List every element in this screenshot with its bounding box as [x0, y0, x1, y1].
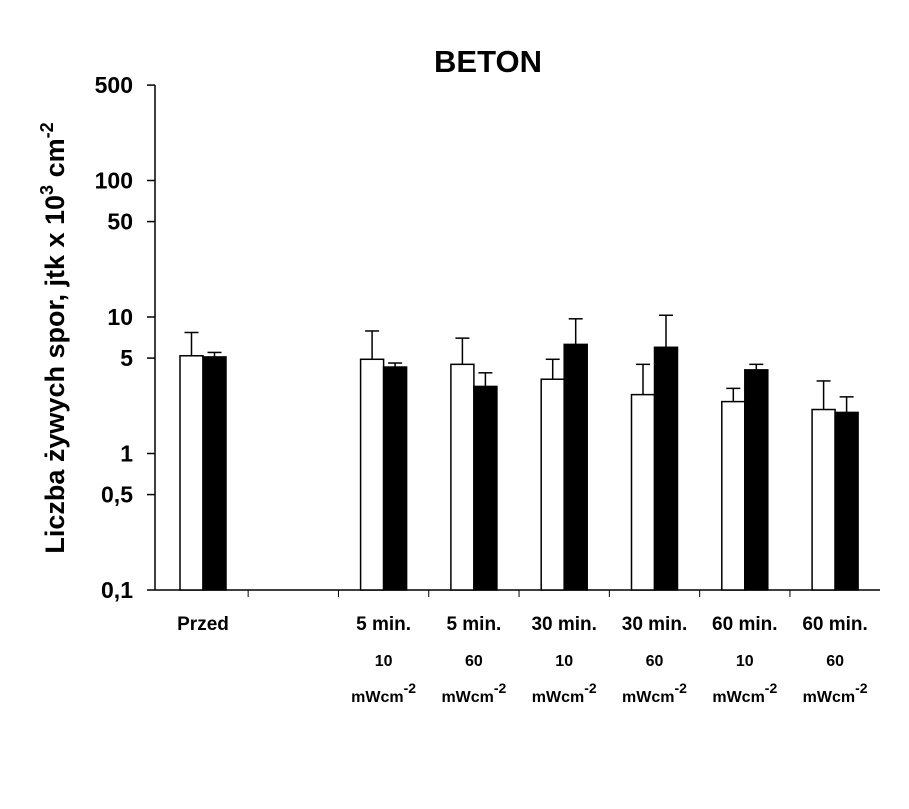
bar-white [359, 358, 385, 591]
x-tick-label-unit: mWcm-2 [351, 680, 416, 706]
y-axis-label: Liczba żywych spor, jtk x 103 cm-2 [37, 122, 70, 553]
x-tick-label-power: 60 [646, 653, 664, 670]
x-tick-label-power: 60 [826, 653, 844, 670]
bar-black [653, 346, 679, 591]
y-tick-label: 0,5 [101, 482, 133, 508]
y-tick-label: 5 [120, 345, 133, 371]
x-tick-label: Przed [177, 614, 229, 635]
x-tick-label-power: 10 [375, 653, 393, 670]
x-tick-label: 5 min. [356, 614, 411, 635]
y-tick-label: 1 [120, 441, 133, 467]
x-tick-label-power: 10 [736, 653, 754, 670]
x-tick-label-power: 60 [465, 653, 483, 670]
x-tick-label: 30 min. [622, 614, 687, 635]
bar-black [382, 366, 408, 591]
y-tick-label: 10 [107, 304, 133, 330]
x-tick-label: 60 min. [802, 614, 867, 635]
bar-black [563, 343, 588, 591]
y-tick-label: 500 [95, 72, 133, 98]
bar-black [202, 356, 227, 591]
x-tick-label: 60 min. [712, 614, 777, 635]
x-tick-label-unit: mWcm-2 [441, 680, 506, 706]
y-tick-label: 50 [107, 209, 133, 235]
y-tick-label: 0,1 [101, 577, 133, 603]
x-tick-label-unit: mWcm-2 [712, 680, 777, 706]
y-tick-label: 100 [95, 168, 133, 194]
x-tick-label-unit: mWcm-2 [803, 680, 868, 706]
bar-white [450, 363, 475, 591]
x-tick-label: 5 min. [446, 614, 501, 635]
bar-black [473, 385, 498, 591]
x-tick-label-unit: mWcm-2 [532, 680, 597, 706]
chart-title: BETON [434, 44, 542, 79]
bar-black [834, 411, 859, 591]
bar-white [811, 408, 836, 591]
bar-white [179, 355, 204, 591]
x-tick-label: 30 min. [531, 614, 596, 635]
x-tick-label-power: 10 [555, 653, 573, 670]
bar-white [721, 400, 746, 591]
bar-white [630, 393, 656, 591]
x-tick-label-unit: mWcm-2 [622, 680, 687, 706]
bar-white [540, 378, 565, 591]
bar-black [744, 369, 769, 591]
